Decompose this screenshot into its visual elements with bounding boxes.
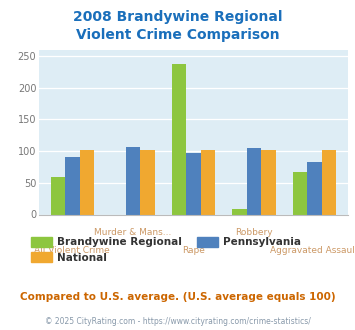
Bar bbox=[201, 150, 215, 214]
Bar bbox=[247, 148, 261, 214]
Text: All Violent Crime: All Violent Crime bbox=[34, 246, 110, 255]
Bar bbox=[186, 153, 201, 215]
Bar bbox=[261, 150, 276, 214]
Legend: Brandywine Regional, National, Pennsylvania: Brandywine Regional, National, Pennsylva… bbox=[27, 232, 305, 267]
Text: Compared to U.S. average. (U.S. average equals 100): Compared to U.S. average. (U.S. average … bbox=[20, 292, 335, 302]
Bar bbox=[293, 172, 307, 214]
Text: 2008 Brandywine Regional
Violent Crime Comparison: 2008 Brandywine Regional Violent Crime C… bbox=[73, 10, 282, 42]
Bar bbox=[172, 64, 186, 214]
Bar bbox=[126, 147, 140, 214]
Bar bbox=[307, 162, 322, 214]
Bar bbox=[65, 157, 80, 214]
Bar bbox=[322, 150, 337, 214]
Text: Aggravated Assault: Aggravated Assault bbox=[271, 246, 355, 255]
Text: Robbery: Robbery bbox=[235, 228, 273, 237]
Bar bbox=[232, 210, 247, 215]
Text: © 2025 CityRating.com - https://www.cityrating.com/crime-statistics/: © 2025 CityRating.com - https://www.city… bbox=[45, 317, 310, 326]
Bar bbox=[50, 177, 65, 214]
Text: Murder & Mans...: Murder & Mans... bbox=[94, 228, 171, 237]
Text: Rape: Rape bbox=[182, 246, 205, 255]
Bar bbox=[140, 150, 155, 214]
Bar bbox=[80, 150, 94, 214]
